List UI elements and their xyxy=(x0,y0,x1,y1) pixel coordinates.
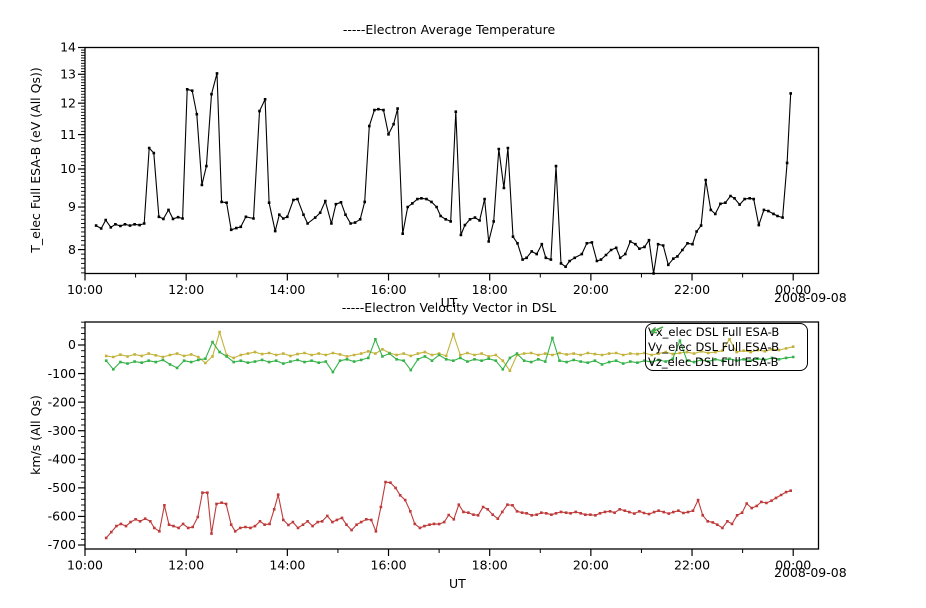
svg-text:14:00: 14:00 xyxy=(269,558,305,573)
bottom-panel-date-label: 2008-09-08 xyxy=(774,565,847,580)
svg-text:22:00: 22:00 xyxy=(674,558,710,573)
legend-label-vy: Vy_elec DSL Full ESA-B xyxy=(648,340,779,354)
svg-text:-500: -500 xyxy=(48,480,76,495)
svg-text:-400: -400 xyxy=(48,451,76,466)
top-panel-date-label: 2008-09-08 xyxy=(774,290,847,305)
top-panel-xlabel: UT xyxy=(440,295,458,310)
svg-text:20:00: 20:00 xyxy=(573,558,609,573)
svg-text:10:00: 10:00 xyxy=(67,282,103,297)
svg-text:-200: -200 xyxy=(48,394,76,409)
svg-text:9: 9 xyxy=(68,199,76,214)
legend-item-vz: Vz_elec DSL Full ESA-B xyxy=(648,326,805,369)
top-panel-group: 10:00 12:00 14:00 16:00 18:00 20:00 22:00 00:00… xyxy=(60,40,820,297)
svg-text:12:00: 12:00 xyxy=(168,282,204,297)
bottom-panel-group: 10:00 12:00 14:00 16:00 18:00 20:00 22:00 00:00… xyxy=(48,321,820,573)
svg-text:11: 11 xyxy=(60,127,76,142)
legend-item-vy: Vy_elec DSL Full ESA-B xyxy=(648,326,805,355)
svg-text:0: 0 xyxy=(68,337,76,352)
svg-text:10: 10 xyxy=(60,161,76,176)
svg-text:-100: -100 xyxy=(48,366,76,381)
legend-item-vx: Vx_elec DSL Full ESA-B xyxy=(648,325,805,340)
bottom-panel-ylabel: km/s (All Qs) xyxy=(28,395,43,475)
svg-text:-600: -600 xyxy=(48,509,76,524)
legend-label-vz: Vz_elec DSL Full ESA-B xyxy=(648,354,779,369)
bottom-panel-frame xyxy=(84,321,820,550)
top-panel-ylabel: T_elec Full ESA-B (eV (All Qs)) xyxy=(28,67,43,253)
svg-text:8: 8 xyxy=(68,242,76,257)
svg-text:18:00: 18:00 xyxy=(472,282,508,297)
svg-text:00:00: 00:00 xyxy=(775,558,811,573)
vx_elec-series xyxy=(104,480,792,540)
top-panel-title: -----Electron Average Temperature xyxy=(342,22,556,37)
vz_elec-series xyxy=(104,336,795,374)
bottom-panel-xlabel: UT xyxy=(449,576,466,591)
bottom-panel-title: -----Electron Velocity Vector in DSL xyxy=(341,300,557,315)
t_elec-series xyxy=(94,72,793,275)
vz-arrow-marker xyxy=(650,326,664,334)
legend: Vx_elec DSL Full ESA-B Vy_elec DSL Full … xyxy=(645,323,808,371)
svg-text:10:00: 10:00 xyxy=(67,558,103,573)
svg-text:22:00: 22:00 xyxy=(674,282,710,297)
svg-text:12: 12 xyxy=(60,95,76,110)
svg-text:18:00: 18:00 xyxy=(472,558,508,573)
legend-label-vx: Vx_elec DSL Full ESA-B xyxy=(648,325,780,340)
svg-text:14:00: 14:00 xyxy=(269,282,305,297)
svg-text:12:00: 12:00 xyxy=(168,558,204,573)
svg-text:20:00: 20:00 xyxy=(573,282,609,297)
svg-text:-700: -700 xyxy=(48,537,76,552)
svg-text:16:00: 16:00 xyxy=(371,282,407,297)
top-panel-ticks xyxy=(78,46,794,281)
svg-text:00:00: 00:00 xyxy=(775,282,811,297)
svg-text:14: 14 xyxy=(60,40,76,55)
svg-text:13: 13 xyxy=(60,66,76,81)
svg-text:16:00: 16:00 xyxy=(371,558,407,573)
bottom-panel-ticks xyxy=(78,321,794,556)
svg-text:-300: -300 xyxy=(48,423,76,438)
vy_elec-series xyxy=(104,330,795,372)
top-panel-frame xyxy=(84,46,820,275)
